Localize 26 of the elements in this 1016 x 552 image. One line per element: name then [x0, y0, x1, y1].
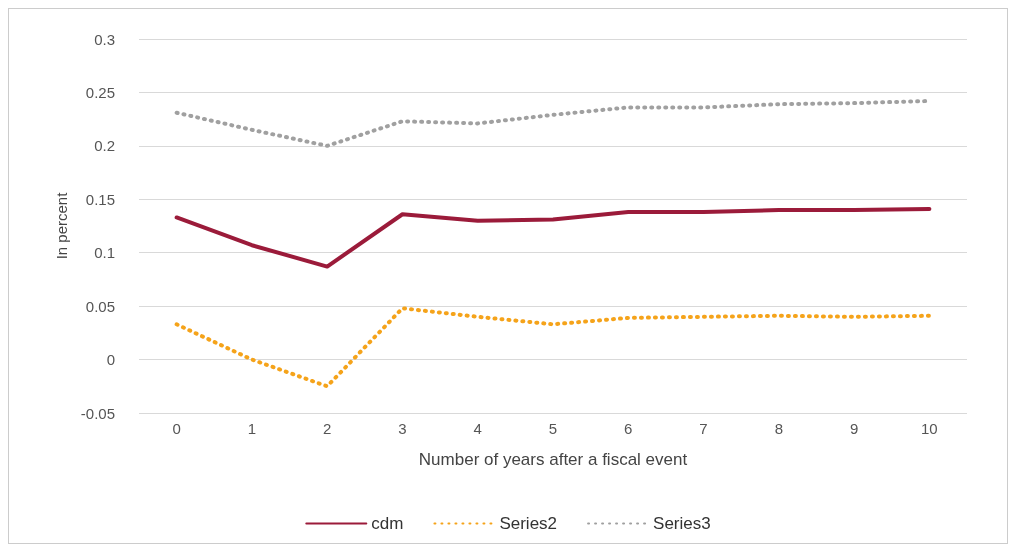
x-tick-label: 4	[473, 420, 482, 437]
x-tick-label: 2	[323, 420, 332, 437]
y-tick-label: 0.25	[85, 83, 115, 101]
y-tick-label: 0.15	[85, 190, 115, 208]
legend-label: Series3	[653, 514, 711, 533]
x-tick-label: 1	[247, 420, 257, 437]
y-tick-label: 0.2	[94, 137, 115, 155]
x-axis-title: Number of years after a fiscal event	[418, 450, 688, 469]
y-tick-label: 0.3	[94, 30, 115, 48]
line-series	[174, 306, 932, 389]
y-tick-label: 0.05	[85, 297, 115, 315]
x-tick-label: 7	[699, 420, 708, 437]
y-axis-title: In percent	[53, 191, 70, 260]
legend-label: Series2	[499, 514, 558, 533]
y-tick-label: -0.05	[80, 404, 115, 422]
legend-label: cdm	[371, 514, 404, 533]
line-series	[174, 206, 932, 269]
x-tick-label: 0	[172, 420, 181, 437]
x-tick-label: 10	[921, 420, 938, 437]
y-tick-label: 0	[106, 351, 115, 369]
y-tick-label: 0.1	[94, 244, 115, 262]
x-tick-label: 9	[849, 420, 859, 437]
x-tick-label: 8	[774, 420, 783, 437]
x-tick-label: 5	[548, 420, 558, 437]
x-tick-label: 3	[398, 420, 407, 437]
x-tick-label: 6	[624, 420, 633, 437]
